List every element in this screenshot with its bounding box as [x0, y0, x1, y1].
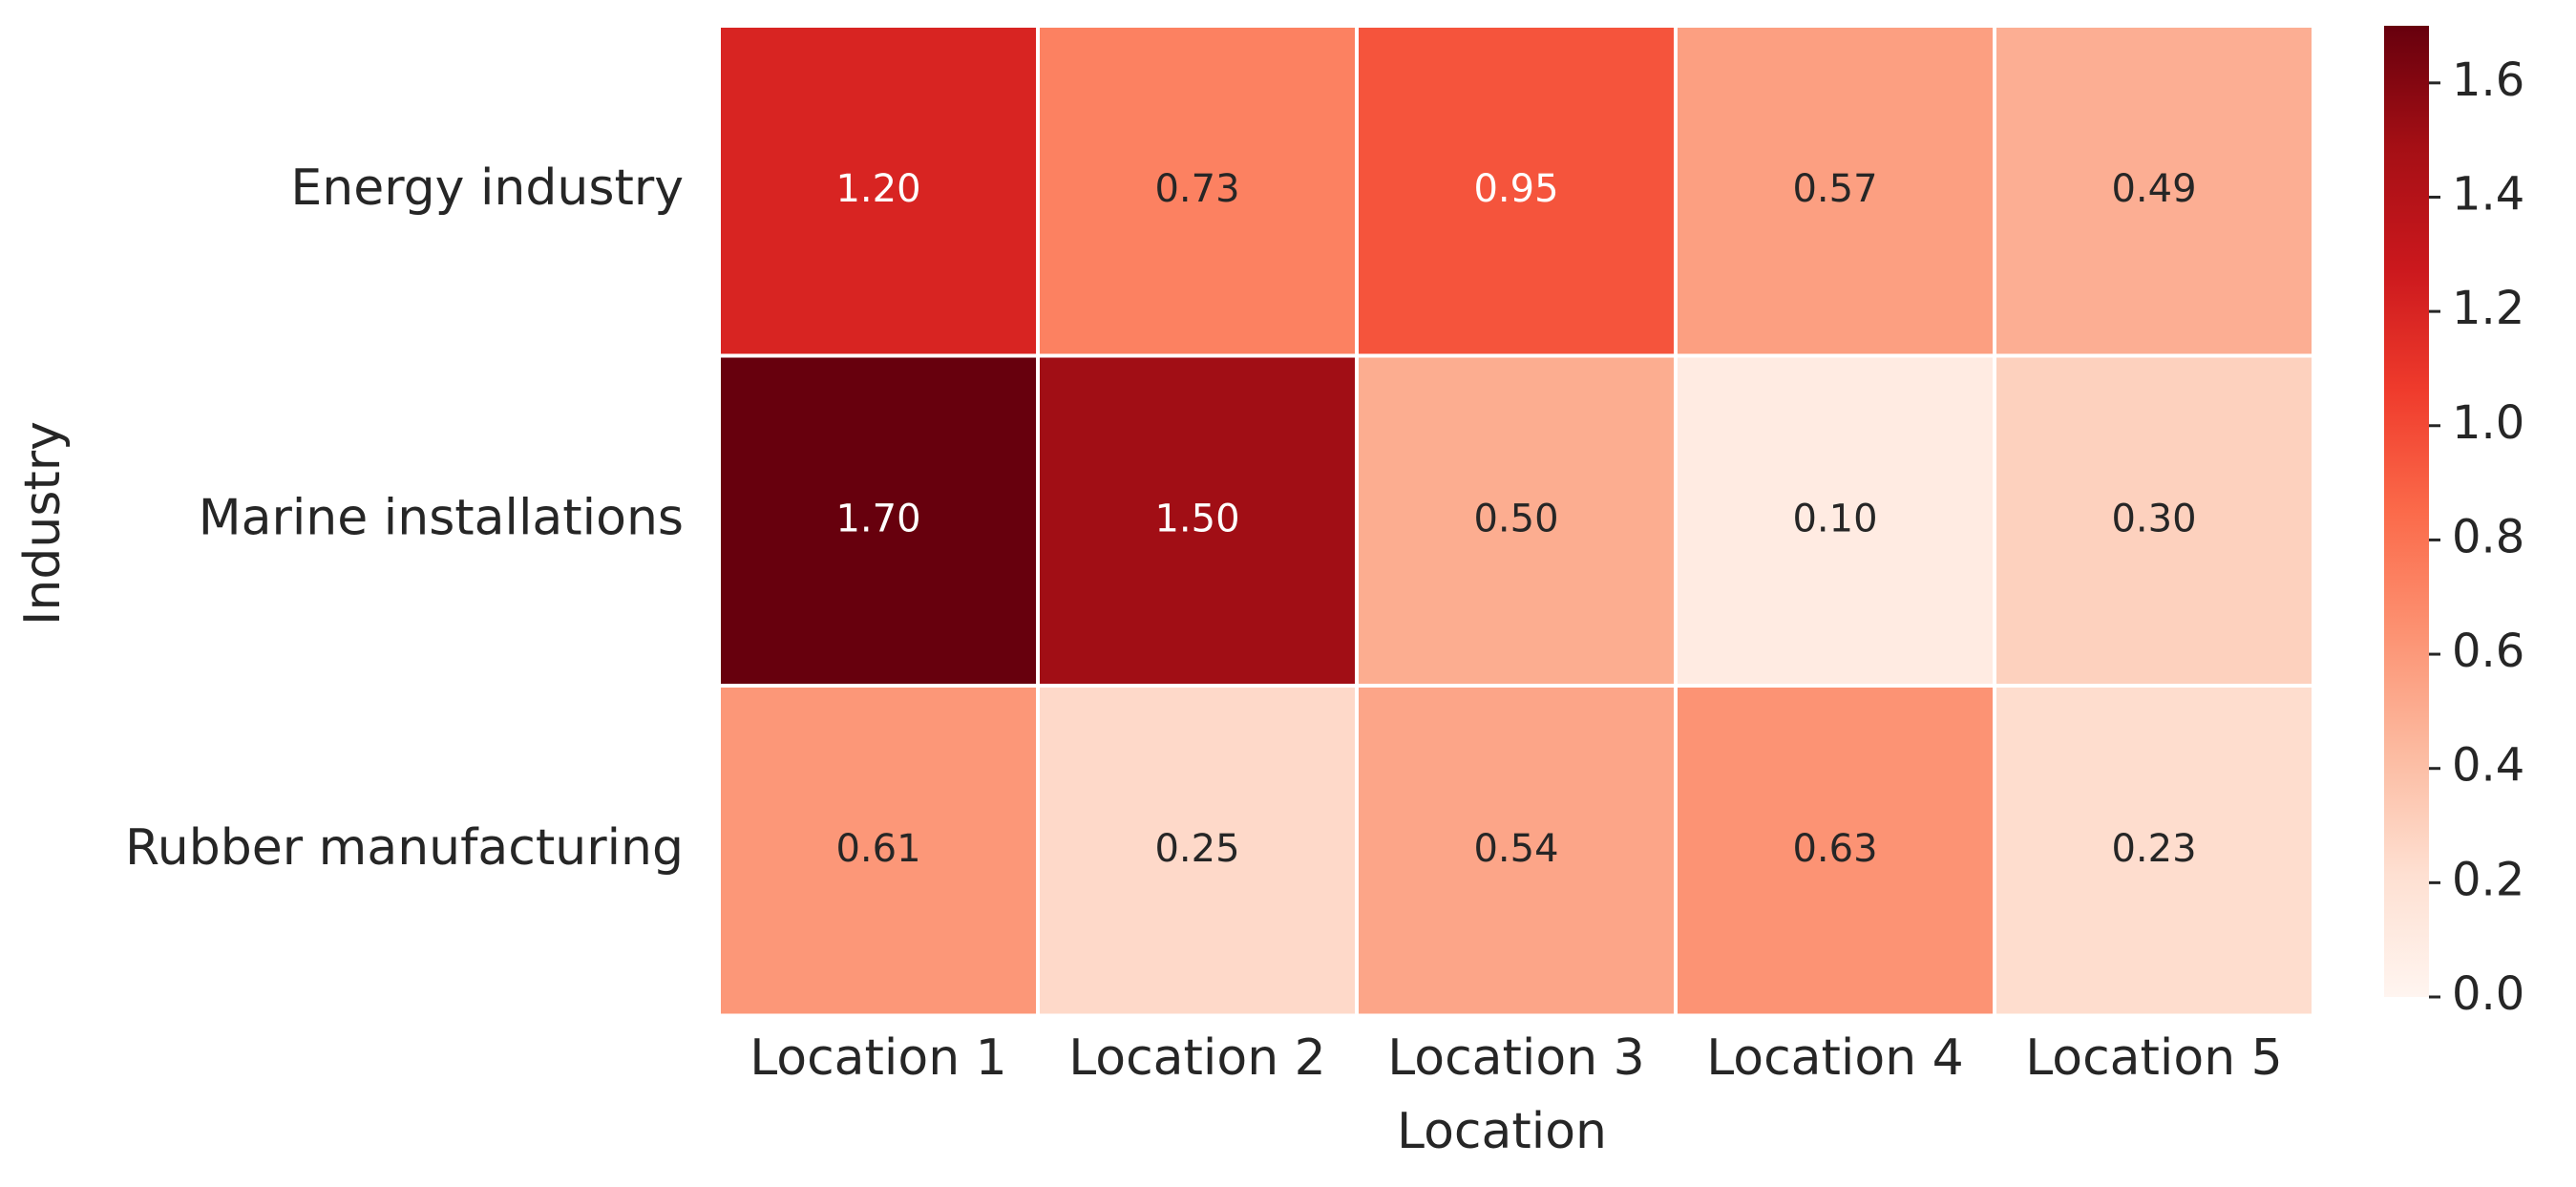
colorbar: 0.0 0.2 0.4 0.6 0.8 1.0 1.2 1.4 1.6	[2384, 26, 2524, 1021]
cell-value-label-r3-c3: 0.54	[1473, 827, 1558, 871]
heatmap-cell-r1-c2	[1036, 24, 1359, 358]
colorbar-tick-label-2: 0.2	[2452, 853, 2524, 906]
cell-value-label-r3-c1: 0.61	[835, 827, 920, 871]
colorbar-tick-label-9: 1.6	[2452, 53, 2524, 107]
colorbar-ticks: 0.0 0.2 0.4 0.6 0.8 1.0 1.2 1.4 1.6	[2429, 53, 2524, 1021]
cell-value-label-r1-c1: 1.20	[835, 167, 920, 211]
row-label-1: Energy industry	[290, 159, 684, 217]
heatmap-cell-r3-c5	[1993, 684, 2315, 1018]
cell-value-label-r2-c4: 0.10	[1792, 497, 1877, 541]
row-label-3: Rubber manufacturing	[125, 819, 684, 877]
cell-value-label-r2-c5: 0.30	[2111, 497, 2196, 541]
column-label-5: Location 5	[2025, 1029, 2283, 1087]
cell-value-label-r1-c5: 0.49	[2111, 167, 2196, 211]
cell-value-label-r3-c4: 0.63	[1792, 827, 1877, 871]
heatmap-cell-r3-c3	[1355, 684, 1678, 1018]
heatmap-cell-r1-c5	[1993, 24, 2315, 358]
y-axis-label: Industry	[14, 421, 72, 625]
colorbar-tick-label-8: 1.4	[2452, 167, 2524, 221]
column-label-1: Location 1	[750, 1029, 1007, 1087]
cell-value-label-r1-c4: 0.57	[1792, 167, 1877, 211]
colorbar-tick-label-1: 0.0	[2452, 967, 2524, 1021]
heatmap-cell-r2-c1	[717, 353, 1040, 688]
cell-value-label-r3-c5: 0.23	[2111, 827, 2196, 871]
x-axis-label: Location	[1397, 1103, 1607, 1160]
cell-value-label-r1-c3: 0.95	[1473, 167, 1558, 211]
column-tick-labels: Location 1 Location 2 Location 3 Location 4…	[750, 1029, 2283, 1087]
heatmap-cell-labels: 1.20 0.73 0.95 0.57 0.49 1.70 1.50 0.50 0.10 0.30…	[835, 167, 2196, 871]
colorbar-gradient	[2384, 26, 2429, 997]
colorbar-tick-label-3: 0.4	[2452, 739, 2524, 793]
row-label-2: Marine installations	[199, 489, 684, 546]
heatmap-cell-r3-c4	[1674, 684, 1996, 1018]
column-label-3: Location 3	[1387, 1029, 1645, 1087]
heatmap-cell-r1-c3	[1355, 24, 1678, 358]
cell-value-label-r2-c2: 1.50	[1154, 497, 1239, 541]
cell-value-label-r1-c2: 0.73	[1154, 167, 1239, 211]
cell-value-label-r2-c1: 1.70	[835, 497, 920, 541]
colorbar-tick-label-4: 0.6	[2452, 625, 2524, 678]
row-tick-labels: Energy industry Marine installations Rubbe…	[125, 159, 684, 877]
heatmap-cell-r3-c2	[1036, 684, 1359, 1018]
colorbar-tick-label-6: 1.0	[2452, 396, 2524, 450]
cell-value-label-r2-c3: 0.50	[1473, 497, 1558, 541]
heatmap-cells	[717, 24, 2315, 1018]
heatmap-cell-r1-c1	[717, 24, 1040, 358]
column-label-4: Location 4	[1706, 1029, 1964, 1087]
column-label-2: Location 2	[1068, 1029, 1326, 1087]
colorbar-tick-label-7: 1.2	[2452, 282, 2524, 335]
colorbar-tick-label-5: 0.8	[2452, 510, 2524, 563]
cell-value-label-r3-c2: 0.25	[1154, 827, 1239, 871]
heatmap-cell-r2-c3	[1355, 353, 1678, 688]
heatmap-cell-r2-c5	[1993, 353, 2315, 688]
heatmap-cell-r1-c4	[1674, 24, 1996, 358]
